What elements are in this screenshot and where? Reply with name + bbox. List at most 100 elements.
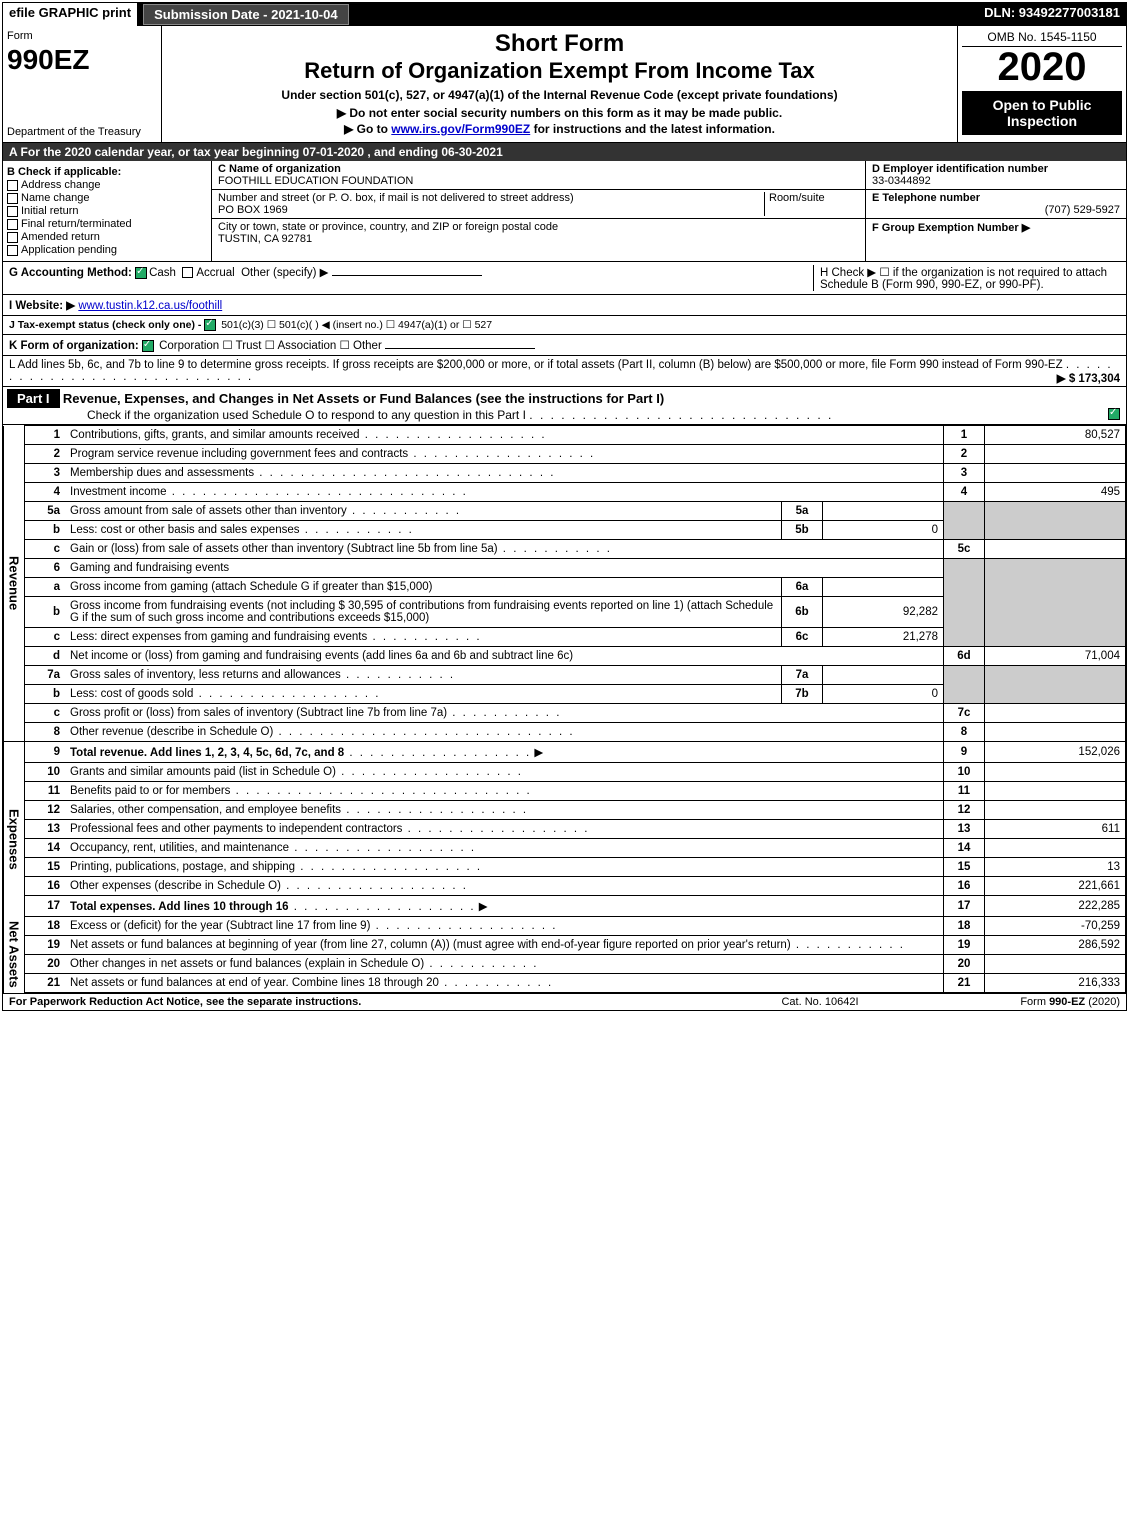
goto-prefix: ▶ Go to (344, 122, 391, 136)
row-i-website: I Website: ▶ www.tustin.k12.ca.us/foothi… (3, 295, 1126, 316)
check-amended-return[interactable]: Amended return (7, 231, 207, 243)
website-link[interactable]: www.tustin.k12.ca.us/foothill (78, 300, 222, 312)
part-i-header: Part I Revenue, Expenses, and Changes in… (3, 387, 1126, 425)
dept-label: Department of the Treasury (7, 126, 157, 138)
top-bar: efile GRAPHIC print Submission Date - 20… (3, 3, 1126, 26)
checkbox-icon[interactable] (7, 245, 18, 256)
irs-link[interactable]: www.irs.gov/Form990EZ (391, 122, 530, 136)
line-desc: Contributions, gifts, grants, and simila… (65, 426, 944, 445)
row-j-tax-exempt: J Tax-exempt status (check only one) - 5… (3, 316, 1126, 335)
table-row: 20 Other changes in net assets or fund b… (4, 955, 1126, 974)
table-row: 21 Net assets or fund balances at end of… (4, 974, 1126, 993)
table-row: 2 Program service revenue including gove… (4, 445, 1126, 464)
table-row: 19 Net assets or fund balances at beginn… (4, 936, 1126, 955)
c-label: C Name of organization (218, 163, 859, 175)
open-public-label: Open to Public Inspection (962, 91, 1122, 135)
table-row: 4 Investment income 4 495 (4, 483, 1126, 502)
form-label: Form (7, 30, 157, 42)
h-check: H Check ▶ ☐ if the organization is not r… (813, 265, 1120, 291)
street-row: Number and street (or P. O. box, if mail… (212, 190, 865, 219)
checkbox-icon[interactable] (7, 206, 18, 217)
page-footer: For Paperwork Reduction Act Notice, see … (3, 993, 1126, 1010)
footer-mid: Cat. No. 10642I (720, 996, 920, 1008)
address-block: B Check if applicable: Address change Na… (3, 161, 1126, 262)
table-row: 5a Gross amount from sale of assets othe… (4, 502, 1126, 521)
table-row: 13 Professional fees and other payments … (4, 820, 1126, 839)
row-a-period: A For the 2020 calendar year, or tax yea… (3, 143, 1126, 161)
checkbox-icon[interactable] (7, 180, 18, 191)
table-row: 16 Other expenses (describe in Schedule … (4, 877, 1126, 896)
efile-print-label[interactable]: efile GRAPHIC print (3, 3, 139, 26)
line-num: 1 (25, 426, 66, 445)
city-label: City or town, state or province, country… (218, 221, 859, 233)
check-initial-return[interactable]: Initial return (7, 205, 207, 217)
k-opts: Corporation ☐ Trust ☐ Association ☐ Othe… (159, 340, 382, 352)
form-header: Form 990EZ Department of the Treasury Sh… (3, 26, 1126, 143)
phone-value: (707) 529-5927 (872, 204, 1120, 216)
table-row: 15 Printing, publications, postage, and … (4, 858, 1126, 877)
check-name-change[interactable]: Name change (7, 192, 207, 204)
check-final-return[interactable]: Final return/terminated (7, 218, 207, 230)
group-exempt-row: F Group Exemption Number ▶ (866, 219, 1126, 236)
checkbox-icon[interactable] (7, 232, 18, 243)
part-i-label: Part I (7, 389, 60, 408)
header-mid: Short Form Return of Organization Exempt… (162, 26, 958, 142)
part-i-title: Revenue, Expenses, and Changes in Net As… (63, 391, 664, 406)
footer-left: For Paperwork Reduction Act Notice, see … (9, 996, 720, 1008)
check-application-pending[interactable]: Application pending (7, 244, 207, 256)
checkbox-icon[interactable] (182, 267, 193, 278)
check-column: B Check if applicable: Address change Na… (3, 161, 212, 261)
ein-value: 33-0344892 (872, 175, 1120, 187)
city-value: TUSTIN, CA 92781 (218, 233, 859, 245)
table-row: 8 Other revenue (describe in Schedule O)… (4, 723, 1126, 742)
org-name-row: C Name of organization FOOTHILL EDUCATIO… (212, 161, 865, 190)
side-label-revenue: Revenue (4, 426, 25, 742)
check-address-change[interactable]: Address change (7, 179, 207, 191)
part-i-sub: Check if the organization used Schedule … (7, 408, 526, 422)
table-row: Net Assets 18 Excess or (deficit) for th… (4, 917, 1126, 936)
checkbox-checked-icon[interactable] (204, 319, 216, 331)
phone-row: E Telephone number (707) 529-5927 (866, 190, 1126, 219)
table-row: 14 Occupancy, rent, utilities, and maint… (4, 839, 1126, 858)
checkbox-icon[interactable] (7, 219, 18, 230)
row-l-gross-receipts: L Add lines 5b, 6c, and 7b to line 9 to … (3, 356, 1126, 387)
form-number: 990EZ (7, 44, 157, 76)
side-label-netassets: Net Assets (4, 917, 25, 993)
table-row: 17 Total expenses. Add lines 10 through … (4, 896, 1126, 917)
side-label-expenses: Expenses (4, 763, 25, 917)
e-label: E Telephone number (872, 192, 1120, 204)
street-label: Number and street (or P. O. box, if mail… (218, 192, 764, 204)
i-label: I Website: ▶ (9, 300, 75, 312)
g-other: Other (specify) ▶ (241, 267, 328, 279)
other-input-line[interactable] (332, 275, 482, 276)
checkbox-checked-icon[interactable] (135, 267, 147, 279)
org-column: C Name of organization FOOTHILL EDUCATIO… (212, 161, 865, 261)
other-org-line[interactable] (385, 348, 535, 349)
check-b-label: B Check if applicable: (7, 166, 207, 178)
goto-note: ▶ Go to www.irs.gov/Form990EZ for instru… (166, 122, 953, 136)
checkbox-icon[interactable] (7, 193, 18, 204)
ein-row: D Employer identification number 33-0344… (866, 161, 1126, 190)
table-row: 11 Benefits paid to or for members 11 (4, 782, 1126, 801)
line-value: 80,527 (985, 426, 1126, 445)
f-label: F Group Exemption Number ▶ (872, 221, 1120, 234)
street-value: PO BOX 1969 (218, 204, 764, 216)
d-label: D Employer identification number (872, 163, 1120, 175)
return-title: Return of Organization Exempt From Incom… (166, 58, 953, 84)
header-right: OMB No. 1545-1150 2020 Open to Public In… (958, 26, 1126, 142)
schedule-o-checkbox[interactable] (1108, 408, 1120, 420)
dln-label: DLN: 93492277003181 (978, 3, 1126, 26)
footer-right: Form Form 990-EZ (2020)990-EZ (2020) (920, 996, 1120, 1008)
submission-date-button[interactable]: Submission Date - 2021-10-04 (143, 4, 349, 25)
table-row: 7a Gross sales of inventory, less return… (4, 666, 1126, 685)
g-cash: Cash (149, 267, 176, 279)
org-name-value: FOOTHILL EDUCATION FOUNDATION (218, 175, 859, 187)
j-label: J Tax-exempt status (check only one) - (9, 319, 204, 331)
j-opts: 501(c)(3) ☐ 501(c)( ) ◀ (insert no.) ☐ 4… (221, 319, 492, 331)
checkbox-checked-icon[interactable] (142, 340, 154, 352)
city-row: City or town, state or province, country… (212, 219, 865, 247)
tax-year: 2020 (962, 47, 1122, 87)
table-row: 12 Salaries, other compensation, and emp… (4, 801, 1126, 820)
g-accrual: Accrual (196, 267, 234, 279)
right-info-column: D Employer identification number 33-0344… (865, 161, 1126, 261)
